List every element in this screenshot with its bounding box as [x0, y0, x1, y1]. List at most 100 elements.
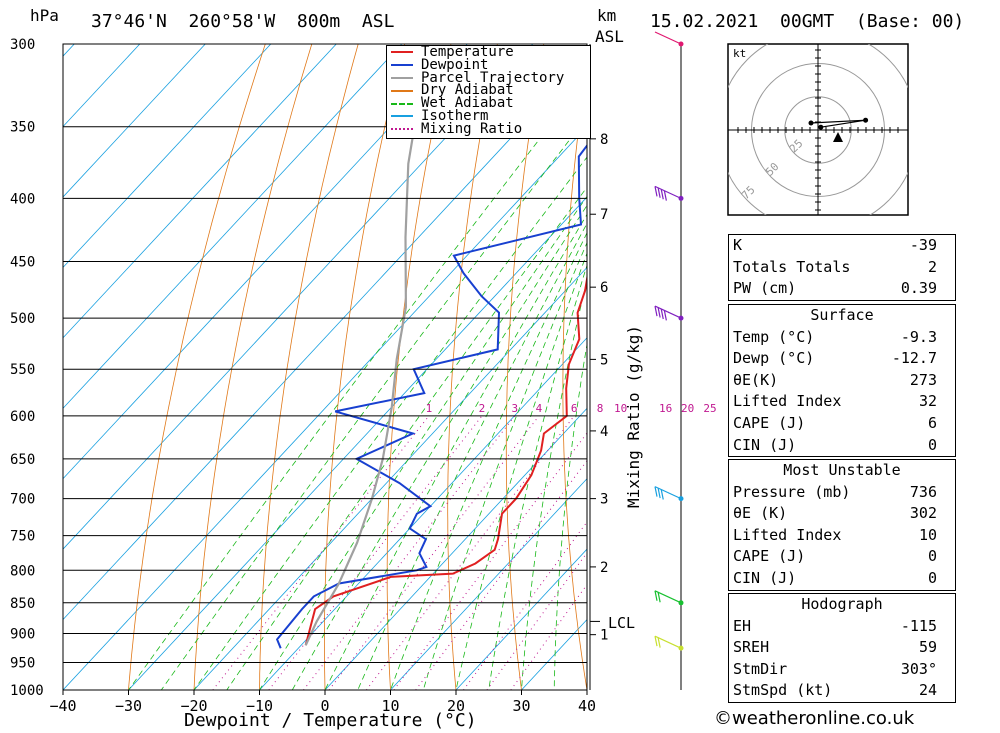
isotherm-line: [63, 44, 337, 339]
index-row: CAPE (J) 0: [729, 546, 955, 568]
index-value: 736: [909, 482, 937, 501]
legend-item: Dry Adiabat: [387, 84, 590, 97]
isotherm-line: [389, 478, 587, 690]
x-tick-label: 30: [512, 697, 530, 715]
isotherm-line: [63, 44, 403, 409]
wind-barb-staff: [654, 635, 682, 649]
isotherm-line: [455, 548, 587, 690]
km-unit-label: km: [597, 6, 617, 25]
km-tick-label: 4: [600, 424, 608, 440]
wind-barb-feather: [663, 190, 667, 201]
legend-item: Temperature: [387, 44, 590, 60]
km-tick-label: 3: [600, 492, 608, 508]
pressure-tick-label: 800: [10, 563, 35, 579]
index-row: Dewp (°C) -12.7: [729, 348, 955, 370]
wind-barb-feather: [657, 637, 661, 648]
index-value: 0.39: [900, 279, 937, 298]
wind-barb-feather: [660, 308, 664, 320]
mixing-ratio-label: 2: [479, 402, 486, 415]
wind-barb-staff: [654, 185, 682, 199]
isotherm-line: [258, 337, 587, 690]
pressure-tick-label: 350: [10, 120, 35, 136]
mixing-ratio-line: [510, 583, 587, 690]
index-label: Pressure (mb): [733, 482, 851, 501]
pressure-tick-label: 950: [10, 655, 35, 671]
datetime-title: 15.02.2021 00GMT (Base: 00): [650, 11, 965, 32]
indices-unstable-table: Most Unstable Pressure (mb) 736 θE (K) 302 L…: [728, 459, 956, 591]
legend-swatch: [391, 89, 413, 92]
wet-adiabat-line: [128, 77, 587, 690]
wind-barb-staff: [654, 305, 682, 319]
isotherm-line: [127, 196, 587, 690]
index-row: Totals Totals 2: [729, 257, 955, 279]
mixing-ratio-label: 6: [571, 402, 578, 415]
series-parcel-trajectory: [304, 94, 421, 646]
index-row: Temp (°C) -9.3: [729, 327, 955, 349]
legend-swatch: [391, 51, 413, 54]
indices-hodograph-table: Hodograph EH -115 SREH 59 StmDir 303° StmSpd (…: [728, 593, 956, 703]
wind-barb-feather: [657, 592, 661, 603]
legend-label: Temperature: [421, 44, 514, 60]
index-label: StmSpd (kt): [733, 681, 833, 700]
pressure-tick-label: 600: [10, 409, 35, 425]
isotherm-line: [63, 44, 272, 269]
pressure-tick-label: 700: [10, 492, 35, 508]
x-tick-label: −20: [180, 697, 207, 715]
station-title: 37°46'N 260°58'W 800m ASL: [91, 11, 395, 32]
dry-adiabat-line: [128, 44, 266, 690]
index-label: StmDir: [733, 659, 788, 678]
wet-adiabat-line: [521, 278, 587, 690]
isotherm-line: [63, 44, 141, 128]
credit-link[interactable]: ©weatheronline.co.uk: [714, 708, 915, 729]
pressure-tick-label: 900: [10, 626, 35, 642]
index-row: Pressure (mb) 736: [729, 482, 955, 504]
surface-title: Surface: [810, 306, 874, 324]
isotherm-line: [63, 44, 206, 198]
hodograph-point: [863, 117, 869, 123]
wind-barb-feather: [657, 187, 661, 198]
x-tick-label: −40: [49, 697, 76, 715]
wind-barb-feather: [660, 189, 664, 200]
index-label: Lifted Index: [733, 392, 842, 411]
index-row: CIN (J) 0: [729, 435, 955, 457]
storm-motion-marker: [833, 132, 843, 142]
mixing-ratio-line: [268, 415, 483, 690]
legend-swatch: [391, 128, 413, 131]
mixing-ratio-line: [303, 415, 516, 690]
index-value: 302: [909, 504, 937, 523]
index-label: CIN (J): [733, 435, 797, 454]
index-label: PW (cm): [733, 279, 797, 298]
series-temperature: [304, 273, 587, 646]
mixing-ratio-line: [212, 415, 430, 690]
km-tick-label: 7: [600, 207, 608, 223]
index-label: CAPE (J): [733, 413, 806, 432]
mixing-ratio-line: [486, 551, 587, 690]
wind-barb-feather: [657, 487, 661, 499]
wet-adiabat-line: [193, 156, 587, 690]
hodograph-title: Hodograph: [801, 595, 883, 613]
km-tick-label: 1: [600, 628, 608, 644]
index-row: θE (K) 302: [729, 503, 955, 525]
series-dewpoint: [275, 143, 587, 649]
legend-label: Mixing Ratio: [421, 120, 523, 137]
x-tick-label: 20: [447, 697, 465, 715]
x-tick-label: 40: [578, 697, 596, 715]
index-label: θE (K): [733, 504, 788, 523]
index-value: -9.3: [900, 327, 937, 346]
legend-item: Mixing Ratio: [387, 120, 590, 137]
mixing-ratio-label: 4: [536, 402, 543, 415]
index-label: Totals Totals: [733, 257, 851, 276]
chart-legend: Temperature Dewpoint Parcel Trajectory Dry …: [386, 45, 591, 139]
wet-adiabat-line: [291, 204, 587, 690]
legend-label: Dry Adiabat: [421, 82, 514, 99]
wind-barb-staff: [654, 31, 682, 45]
legend-swatch: [391, 76, 413, 79]
legend-swatch: [391, 64, 413, 67]
index-row: PW (cm) 0.39: [729, 278, 955, 300]
pressure-tick-label: 500: [10, 311, 35, 327]
mixing-ratio-line: [365, 415, 575, 690]
pressure-tick-label: 300: [10, 37, 35, 53]
wind-barb-feather: [663, 310, 667, 321]
index-row: EH -115: [729, 616, 955, 638]
index-value: 0: [927, 568, 937, 587]
